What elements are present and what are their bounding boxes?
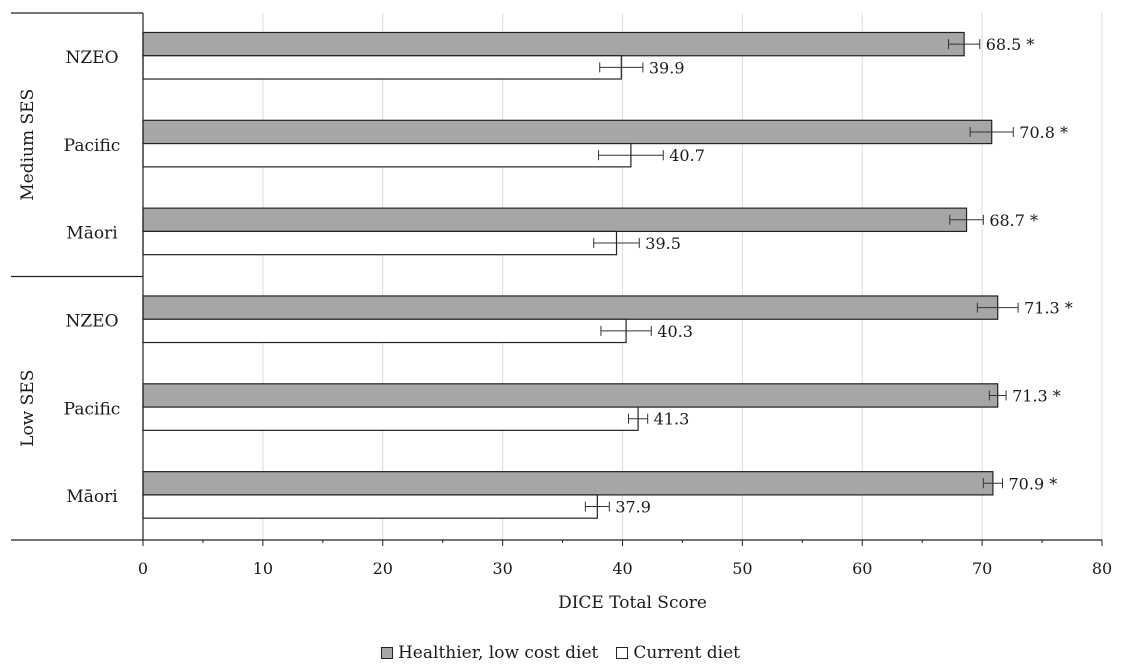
bar-current-pacific	[142, 142, 632, 168]
x-tick-label: 50	[732, 559, 752, 578]
bar-healthier-maori	[142, 207, 968, 233]
bar-current-pacific	[142, 406, 639, 431]
bar-current-nzeo	[142, 55, 622, 80]
bar-healthier-nzeo	[142, 31, 965, 57]
group-label-medium-ses: Medium SES	[18, 89, 38, 201]
data-label-current: 39.9	[649, 58, 685, 77]
category-label-nzeo: NZEO	[65, 48, 118, 68]
data-label-healthier: 68.5 *	[986, 35, 1035, 54]
data-label-current: 40.7	[669, 146, 705, 165]
legend: Healthier, low cost diet Current diet	[0, 641, 1121, 665]
x-tick-label: 30	[492, 559, 512, 578]
data-label-current: 41.3	[654, 410, 690, 429]
group-label-low-ses: Low SES	[18, 370, 38, 447]
data-label-current: 37.9	[615, 498, 651, 517]
x-tick-label: 80	[1092, 559, 1112, 578]
category-label-pacific: Pacific	[64, 136, 121, 156]
x-tick-label: 0	[138, 559, 148, 578]
data-label-healthier: 71.3 *	[1024, 299, 1073, 318]
x-axis-title: DICE Total Score	[558, 593, 707, 613]
bar-healthier-pacific	[142, 383, 999, 408]
bar-chart: 0 10 20 30 40 50 60 70 80 DICE Total Score NZEO 68.…	[11, 12, 1112, 613]
category-label-nzeo: NZEO	[65, 311, 118, 331]
bar-healthier-nzeo	[142, 295, 999, 320]
legend-item-healthier: Healthier, low cost diet	[380, 643, 599, 663]
x-tick-label: 10	[253, 559, 273, 578]
bar-current-maori	[142, 494, 598, 519]
data-label-current: 40.3	[657, 322, 693, 341]
data-label-healthier: 70.9 *	[1009, 474, 1058, 493]
bar-current-maori	[142, 230, 618, 256]
data-label-healthier: 71.3 *	[1012, 386, 1061, 405]
x-tick-label: 40	[612, 559, 632, 578]
legend-label-current: Current diet	[633, 643, 741, 663]
x-tick-label: 20	[373, 559, 393, 578]
category-label-pacific: Pacific	[64, 399, 121, 419]
x-tick-label: 60	[852, 559, 872, 578]
legend-swatch-current	[616, 647, 629, 659]
data-label-healthier: 70.8 *	[1019, 123, 1068, 142]
x-tick-label: 70	[972, 559, 992, 578]
category-label-maori: Māori	[66, 487, 118, 507]
bar-healthier-maori	[142, 471, 994, 496]
legend-item-current: Current diet	[616, 643, 740, 663]
bar-current-nzeo	[142, 318, 627, 344]
data-label-healthier: 68.7 *	[989, 211, 1038, 230]
legend-label-healthier: Healthier, low cost diet	[397, 643, 599, 663]
data-label-current: 39.5	[645, 234, 681, 253]
legend-swatch-healthier	[380, 647, 393, 659]
category-label-maori: Māori	[66, 224, 118, 244]
bar-healthier-pacific	[142, 119, 993, 145]
